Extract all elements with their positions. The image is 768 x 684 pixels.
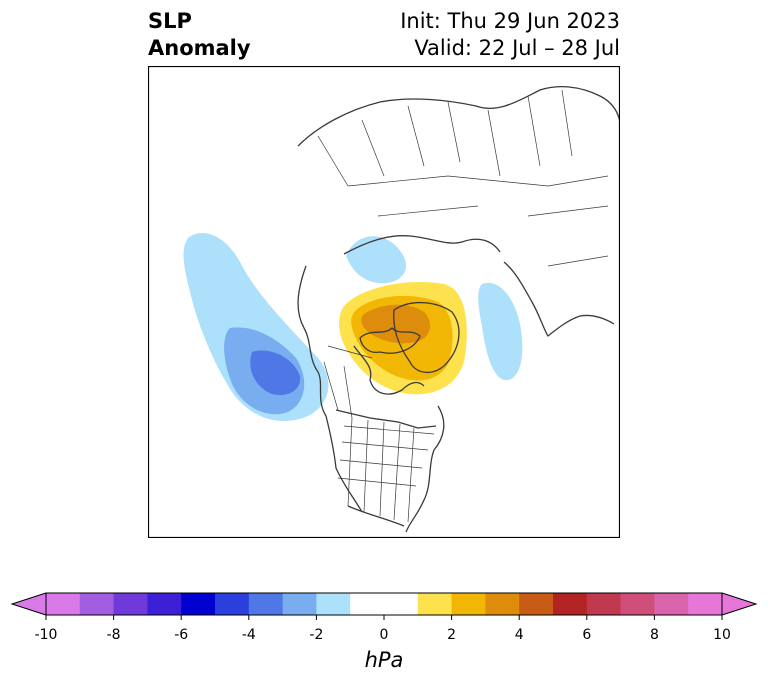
colorbar-cell bbox=[350, 593, 419, 615]
scandinavia-coastline bbox=[503, 261, 615, 337]
chart-title: SLP Anomaly bbox=[148, 8, 251, 62]
boundary-lines bbox=[297, 85, 620, 533]
valid-period-label: Valid: 22 Jul – 28 Jul bbox=[414, 36, 620, 60]
colorbar-cell bbox=[620, 593, 655, 615]
colorbar-cell bbox=[485, 593, 520, 615]
pacific-coastline bbox=[297, 265, 363, 513]
norwegian-sea-low bbox=[478, 282, 523, 381]
hudson-bay-coast bbox=[353, 345, 425, 395]
colorbar-tick-label: -8 bbox=[107, 627, 121, 643]
colorbar-tick-label: -2 bbox=[309, 627, 323, 643]
colorbar-cell bbox=[46, 593, 81, 615]
colorbar-tick-label: -6 bbox=[174, 627, 188, 643]
eurasia-borders bbox=[317, 89, 609, 267]
us-state-borders bbox=[337, 417, 435, 523]
colorbar-cell bbox=[215, 593, 250, 615]
colorbar-cell bbox=[654, 593, 689, 615]
colorbar-cell bbox=[586, 593, 622, 615]
eurasia-coastline bbox=[297, 85, 620, 147]
colorbar-tick-label: -10 bbox=[35, 627, 58, 643]
colorbar-cell bbox=[79, 593, 115, 615]
colorbar-tick-label: -4 bbox=[242, 627, 256, 643]
colorbar-cells bbox=[46, 593, 723, 615]
colorbar-left-outline bbox=[10, 592, 47, 616]
colorbar-right-extension bbox=[722, 593, 756, 615]
colorbar-cell bbox=[553, 593, 588, 615]
variable-title-line1: SLP bbox=[148, 9, 192, 33]
us-canada-border bbox=[335, 409, 437, 429]
init-date-label: Init: Thu 29 Jun 2023 bbox=[400, 9, 620, 33]
canada-province-borders bbox=[323, 345, 373, 419]
atlantic-coastline bbox=[405, 405, 445, 533]
colorbar-cell bbox=[519, 593, 554, 615]
colorbar-cell bbox=[147, 593, 182, 615]
colorbar-tick-label: 8 bbox=[650, 627, 659, 643]
colorbar-cell bbox=[417, 593, 453, 615]
anomaly-fills bbox=[183, 232, 523, 422]
colorbar-left-extension bbox=[12, 593, 46, 615]
colorbar-cell bbox=[688, 593, 723, 615]
colorbar-cell bbox=[248, 593, 284, 615]
variable-title-line2: Anomaly bbox=[148, 36, 251, 60]
colorbar: -10 -8 -6 -4 -2 0 2 4 6 8 10 hPa bbox=[10, 592, 758, 672]
map-frame bbox=[148, 66, 620, 538]
greenland-high-inner bbox=[361, 304, 431, 344]
colorbar-tick-label: 4 bbox=[515, 627, 524, 643]
greenland-coastline bbox=[393, 301, 460, 373]
siberia-arctic-coast bbox=[343, 235, 501, 255]
colorbar-tick-label: 0 bbox=[380, 627, 389, 643]
colorbar-cell bbox=[181, 593, 216, 615]
colorbar-cell bbox=[113, 593, 148, 615]
colorbar-cell bbox=[451, 593, 486, 615]
colorbar-tick-label: 6 bbox=[582, 627, 591, 643]
colorbar-cell bbox=[282, 593, 317, 615]
colorbar-right-outline bbox=[721, 592, 758, 616]
beaufort-low bbox=[346, 236, 407, 284]
colorbar-ticks: -10 -8 -6 -4 -2 0 2 4 6 8 10 bbox=[35, 615, 731, 643]
colorbar-cell bbox=[316, 593, 351, 615]
forecast-dates: Init: Thu 29 Jun 2023 Valid: 22 Jul – 28… bbox=[400, 8, 620, 62]
pacific-low-inner bbox=[250, 350, 301, 396]
colorbar-tick-label: 2 bbox=[447, 627, 456, 643]
colorbar-tick-label: 10 bbox=[713, 627, 731, 643]
colorbar-unit-label: hPa bbox=[365, 648, 404, 672]
slp-anomaly-map bbox=[148, 66, 620, 538]
arctic-archipelago bbox=[359, 327, 421, 354]
gulf-coastline bbox=[347, 505, 405, 527]
